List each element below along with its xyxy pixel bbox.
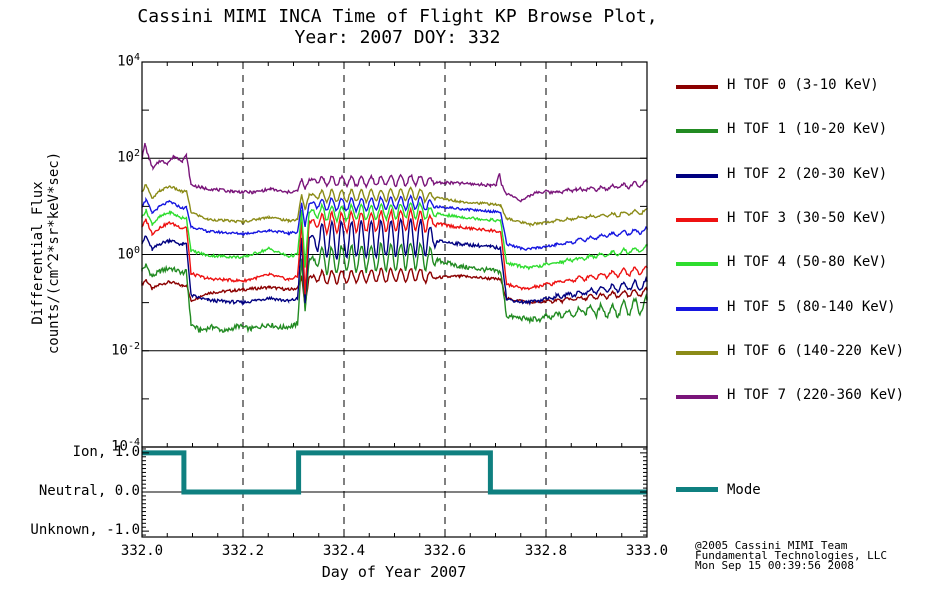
y-tick-label-1e4: 104: [117, 52, 140, 70]
flux-curve-1: [141, 241, 648, 334]
legend-label-2: H TOF 2 (20-30 KeV): [727, 166, 888, 182]
y-tick-label-1e-4: 10-4: [111, 437, 140, 455]
legend-label-3: H TOF 3 (30-50 KeV): [727, 210, 888, 226]
legend-label-1: H TOF 1 (10-20 KeV): [727, 121, 888, 137]
x-tick-label-333.0: 333.0: [625, 543, 669, 559]
flux-curve-6: [141, 184, 648, 228]
y-tick-label-1e-2: 10-2: [111, 340, 140, 359]
x-tick-label-332.2: 332.2: [221, 543, 265, 559]
legend-swatch-5: [676, 307, 718, 311]
y-tick-label-1e2: 102: [117, 148, 140, 166]
legend-swatch-1: [676, 129, 718, 133]
legend-swatch-mode: [676, 487, 718, 492]
flux-curve-2: [141, 217, 648, 306]
legend-swatch-7: [676, 395, 718, 399]
mode-axis-label-2: Unknown, -1.0: [30, 522, 140, 539]
y-axis-label: Differential Flux counts/(cm^2*sr*keV*sec…: [30, 103, 62, 403]
legend-label-4: H TOF 4 (50-80 KeV): [727, 254, 888, 270]
legend-label-0: H TOF 0 (3-10 KeV): [727, 77, 879, 93]
plot-title-line2: Year: 2007 DOY: 332: [294, 27, 501, 48]
credit-line3: Mon Sep 15 00:39:56 2008: [695, 559, 854, 572]
mode-axis-label-1: Neutral, 0.0: [38, 483, 140, 499]
mode-axis-label-0: Ion, 1.0: [72, 443, 140, 460]
flux-curve-0: [141, 266, 648, 308]
x-tick-label-332.8: 332.8: [524, 543, 568, 559]
flux-curve-3: [141, 206, 648, 295]
legend-swatch-3: [676, 218, 718, 222]
credit-line2: Fundamental Technologies, LLC: [695, 549, 888, 562]
legend-label-5: H TOF 5 (80-140 KeV): [727, 299, 896, 315]
legend-swatch-0: [676, 85, 718, 89]
legend-label-7: H TOF 7 (220-360 KeV): [727, 387, 905, 403]
legend-swatch-6: [676, 351, 718, 355]
mode-step-line: [142, 450, 647, 495]
y-axis-label-line1: Differential Flux: [30, 181, 46, 325]
flux-curve-7: [141, 142, 648, 203]
x-axis-label: Day of Year 2007: [321, 563, 467, 581]
credit-line1: @2005 Cassini MIMI Team: [695, 539, 848, 552]
legend-label-6: H TOF 6 (140-220 KeV): [727, 343, 905, 359]
flux-curve-5: [141, 194, 648, 252]
plot-title-line1: Cassini MIMI INCA Time of Flight KP Brow…: [137, 6, 658, 27]
y-tick-label-1e0: 100: [117, 244, 140, 263]
legend-label-mode: Mode: [727, 482, 761, 498]
legend-swatch-2: [676, 174, 718, 178]
x-tick-label-332.4: 332.4: [322, 543, 366, 559]
x-tick-label-332.6: 332.6: [423, 543, 467, 559]
legend-swatch-4: [676, 262, 718, 266]
x-tick-label-332.0: 332.0: [120, 543, 164, 559]
credit-text: @2005 Cassini MIMI Team Fundamental Tech…: [695, 539, 888, 572]
flux-curve-4: [141, 201, 648, 271]
